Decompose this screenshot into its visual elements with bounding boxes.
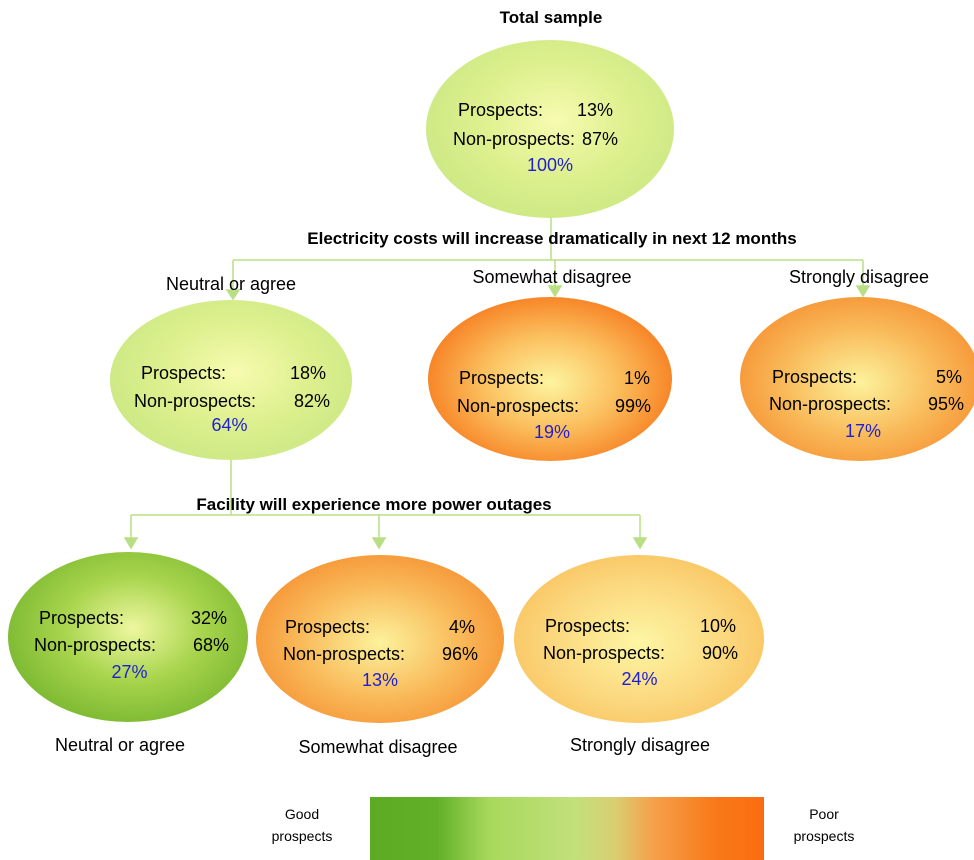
non-prospects-label: Non-prospects: xyxy=(34,635,157,655)
sample-share: 64% xyxy=(211,415,248,435)
node-n2: Prospects: 1% Non-prospects: 99% 19% xyxy=(428,297,672,461)
non-prospects-value: 99% xyxy=(614,396,651,416)
non-prospects-value: 82% xyxy=(293,391,330,411)
sample-share: 100% xyxy=(526,155,574,175)
node-n3: Prospects: 5% Non-prospects: 95% 17% xyxy=(740,297,974,461)
prospects-value: 13% xyxy=(576,100,613,120)
prospects-label: Prospects: xyxy=(39,608,125,628)
non-prospects-label: Non-prospects: xyxy=(543,643,666,663)
non-prospects-value: 90% xyxy=(701,643,738,663)
node-n1: Prospects: 18% Non-prospects: 82% 64% xyxy=(110,300,352,460)
non-prospects-value: 87% xyxy=(581,129,618,149)
sample-share: 13% xyxy=(361,670,399,690)
prospects-value: 10% xyxy=(699,616,736,636)
branch-label-n2: Somewhat disagree xyxy=(472,267,632,287)
branch-label-n3: Strongly disagree xyxy=(788,267,930,287)
sample-share: 19% xyxy=(533,422,571,442)
node-n5: Prospects: 4% Non-prospects: 96% 13% xyxy=(256,555,504,723)
branch-label-n4: Neutral or agree xyxy=(54,735,186,755)
prospects-value: 5% xyxy=(935,367,962,387)
non-prospects-label: Non-prospects: xyxy=(453,129,576,149)
branch-label-n5: Somewhat disagree xyxy=(298,737,458,757)
legend-good-line2: prospects xyxy=(271,828,333,844)
non-prospects-value: 96% xyxy=(441,644,478,664)
prospects-value: 4% xyxy=(448,617,475,637)
total-sample-heading: Total sample xyxy=(499,8,603,27)
non-prospects-label: Non-prospects: xyxy=(283,644,406,664)
legend-poor-line1: Poor xyxy=(809,806,839,822)
split2-heading: Facility will experience more power outa… xyxy=(196,495,552,514)
prospects-label: Prospects: xyxy=(141,363,227,383)
non-prospects-label: Non-prospects: xyxy=(769,394,892,414)
branch-label-n1: Neutral or agree xyxy=(165,274,297,294)
prospects-value: 1% xyxy=(623,368,650,388)
non-prospects-label: Non-prospects: xyxy=(457,396,580,416)
split1-heading: Electricity costs will increase dramatic… xyxy=(307,229,797,248)
prospects-label: Prospects: xyxy=(545,616,631,636)
legend-good-label: Good prospects xyxy=(252,803,352,847)
non-prospects-value: 68% xyxy=(192,635,229,655)
prospects-value: 18% xyxy=(289,363,326,383)
sample-share: 27% xyxy=(111,662,148,682)
legend-poor-label: Poor prospects xyxy=(774,803,874,847)
sample-share: 17% xyxy=(844,421,882,441)
prospects-label: Prospects: xyxy=(459,368,545,388)
prospects-label: Prospects: xyxy=(285,617,371,637)
prospects-label: Prospects: xyxy=(772,367,858,387)
prospects-value: 32% xyxy=(190,608,227,628)
node-total-sample: Prospects: 13% Non-prospects: 87% 100% xyxy=(426,40,674,218)
node-n4: Prospects: 32% Non-prospects: 68% 27% xyxy=(8,552,248,722)
prospects-label: Prospects: xyxy=(458,100,544,120)
non-prospects-value: 95% xyxy=(927,394,964,414)
legend-good-line1: Good xyxy=(284,806,320,822)
legend-gradient-bar xyxy=(370,797,764,860)
branch-label-n6: Strongly disagree xyxy=(569,735,711,755)
legend-poor-line2: prospects xyxy=(793,828,855,844)
node-n6: Prospects: 10% Non-prospects: 90% 24% xyxy=(514,555,764,723)
non-prospects-label: Non-prospects: xyxy=(134,391,257,411)
sample-share: 24% xyxy=(621,669,658,689)
